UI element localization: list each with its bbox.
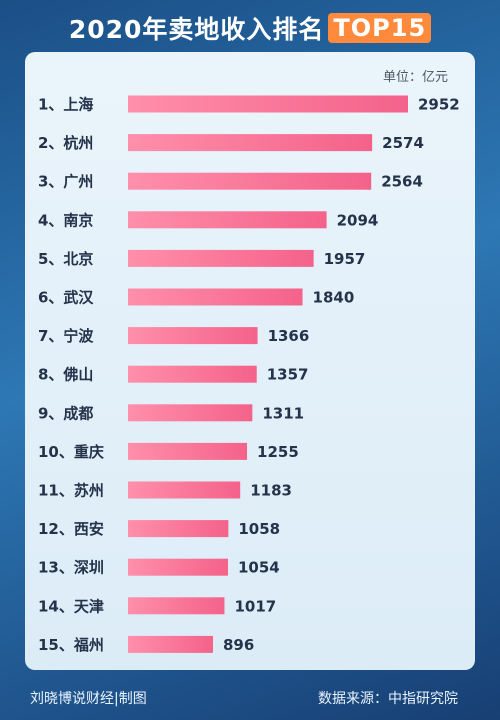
category-label: 12、西安 <box>38 520 104 538</box>
value-label: 1183 <box>250 482 292 500</box>
value-label: 1957 <box>324 250 366 268</box>
category-label: 9、成都 <box>38 404 93 422</box>
bar <box>128 635 213 653</box>
category-label: 3、广州 <box>38 173 93 191</box>
bar <box>128 249 314 267</box>
value-label: 1255 <box>257 443 299 461</box>
value-label: 896 <box>223 636 254 654</box>
bar <box>128 558 228 576</box>
chart-panel <box>25 52 475 670</box>
bar <box>128 481 241 499</box>
footer-credit: 刘晓博说财经|制图 <box>30 691 147 707</box>
value-label: 2094 <box>337 211 379 229</box>
bar <box>128 520 229 538</box>
bar <box>128 211 327 229</box>
bar <box>128 442 248 460</box>
title-main: 2020年卖地收入排名 <box>68 15 325 44</box>
category-label: 2、杭州 <box>38 134 93 152</box>
unit-label: 单位：亿元 <box>383 70 449 85</box>
value-label: 1017 <box>234 597 276 615</box>
value-label: 2564 <box>381 173 423 191</box>
category-label: 5、北京 <box>38 250 93 268</box>
category-label: 15、福州 <box>38 636 104 654</box>
value-label: 1366 <box>268 327 310 345</box>
footer-source: 数据来源：中指研究院 <box>318 691 458 707</box>
bar <box>128 288 303 306</box>
title-highlight-badge: TOP15 <box>328 13 432 43</box>
bar <box>128 597 225 615</box>
category-label: 6、武汉 <box>38 289 94 307</box>
chart-title: 2020年卖地收入排名 TOP15 <box>0 8 500 48</box>
value-label: 1311 <box>262 404 304 422</box>
category-label: 13、深圳 <box>38 559 104 577</box>
category-label: 14、天津 <box>38 597 104 615</box>
bar <box>128 365 257 383</box>
value-label: 2574 <box>382 134 424 152</box>
value-label: 1058 <box>238 520 280 538</box>
category-label: 8、佛山 <box>38 366 93 384</box>
bar <box>128 95 408 113</box>
category-label: 4、南京 <box>38 211 93 229</box>
value-label: 1357 <box>267 366 309 384</box>
value-label: 1840 <box>313 289 355 307</box>
category-label: 10、重庆 <box>38 443 104 461</box>
bar <box>128 172 372 190</box>
bar <box>128 404 253 422</box>
bar <box>128 134 373 152</box>
category-label: 1、上海 <box>38 96 93 114</box>
category-label: 11、苏州 <box>38 482 104 500</box>
value-label: 2952 <box>418 96 460 114</box>
value-label: 1054 <box>238 559 280 577</box>
category-label: 7、宁波 <box>38 327 94 345</box>
bar <box>128 327 258 345</box>
